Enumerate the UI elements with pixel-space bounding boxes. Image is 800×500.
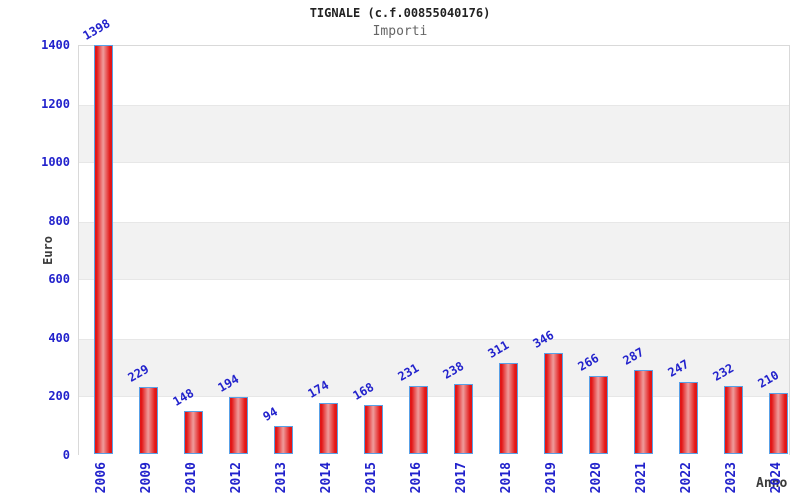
plot-band — [79, 221, 789, 281]
chart-subtitle: Importi — [372, 24, 428, 39]
bar-2010 — [184, 410, 203, 454]
x-axis-title: Anno — [756, 476, 788, 491]
x-tick-label: 2015 — [363, 462, 379, 494]
plot-band — [79, 280, 789, 339]
plot-area — [78, 44, 790, 456]
bar-2009 — [139, 386, 158, 454]
y-tick-label: 800 — [48, 213, 70, 228]
bar-2017 — [454, 384, 473, 454]
y-tick-label: 0 — [62, 448, 70, 462]
y-tick-label: 1200 — [41, 96, 70, 111]
bar-2013 — [274, 426, 293, 454]
bar-2022 — [679, 381, 698, 454]
x-tick-label: 2006 — [93, 462, 109, 494]
bar-2024 — [769, 392, 788, 454]
bar-2014 — [319, 403, 338, 454]
x-tick-label: 2016 — [408, 462, 424, 494]
plot-band — [79, 338, 789, 398]
x-tick-label: 2013 — [273, 462, 289, 494]
x-tick-label: 2023 — [723, 462, 739, 494]
x-tick-label: 2020 — [588, 462, 604, 494]
x-tick-label: 2018 — [498, 462, 514, 494]
bar-2021 — [634, 369, 653, 454]
x-tick-label: 2010 — [183, 462, 199, 494]
y-tick-label: 400 — [48, 330, 70, 345]
bar-2023 — [724, 386, 743, 454]
plot-band — [79, 104, 789, 164]
x-tick-label: 2019 — [543, 462, 559, 494]
bar-2015 — [364, 404, 383, 454]
x-tick-label: 2022 — [678, 462, 694, 494]
x-tick-label: 2017 — [453, 462, 469, 494]
x-tick-label: 2021 — [633, 462, 649, 494]
y-axis-title: Euro — [41, 236, 55, 265]
x-tick-label: 2012 — [228, 462, 244, 494]
chart-title: TIGNALE (c.f.00855040176) — [309, 6, 491, 20]
x-tick-label: 2014 — [318, 462, 334, 494]
y-tick-label: 1000 — [41, 155, 70, 170]
y-tick-label: 600 — [48, 272, 70, 287]
bar-2020 — [589, 376, 608, 454]
x-tick-label: 2009 — [138, 462, 154, 494]
bar-2019 — [544, 352, 563, 454]
plot-band — [79, 46, 789, 105]
bar-2018 — [499, 362, 518, 454]
bar-2006 — [94, 44, 113, 454]
x-tick-label: 2024 — [768, 462, 784, 494]
plot-band — [79, 163, 789, 222]
y-tick-label: 200 — [48, 389, 70, 404]
bar-2016 — [409, 386, 428, 454]
y-tick-label: 1400 — [41, 38, 70, 52]
bar-2012 — [229, 397, 248, 454]
